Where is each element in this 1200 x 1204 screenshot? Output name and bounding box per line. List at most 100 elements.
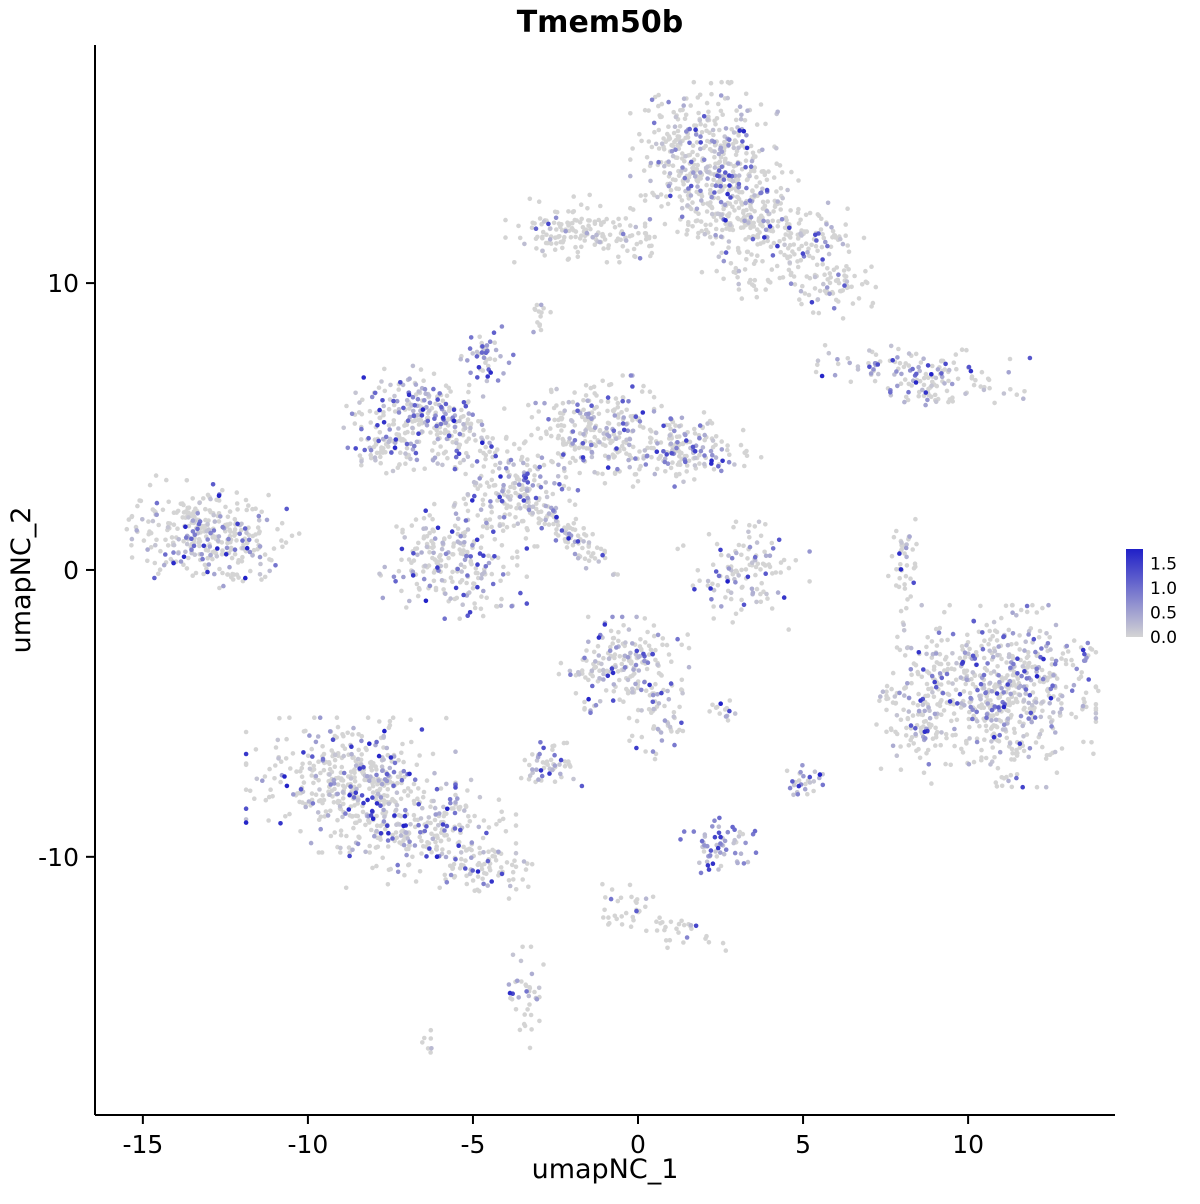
data-point <box>469 463 475 469</box>
data-point <box>659 690 664 696</box>
data-point <box>420 805 425 811</box>
data-point <box>456 839 462 845</box>
data-point <box>693 127 698 132</box>
data-point <box>734 108 739 113</box>
data-point <box>786 627 791 632</box>
data-point <box>597 699 603 704</box>
data-point <box>690 224 695 229</box>
data-point <box>473 566 479 571</box>
data-point <box>730 227 736 233</box>
data-point <box>138 498 144 504</box>
data-point <box>538 484 544 490</box>
data-point <box>677 704 682 710</box>
data-point <box>727 137 732 142</box>
data-point <box>730 824 735 830</box>
data-point <box>513 887 519 892</box>
data-point <box>689 159 694 165</box>
data-point <box>999 775 1004 780</box>
data-point <box>719 447 725 452</box>
data-point <box>208 552 213 558</box>
data-point <box>381 403 387 409</box>
data-point <box>736 185 741 190</box>
data-point <box>708 187 713 193</box>
data-point <box>996 695 1001 701</box>
data-point <box>602 622 608 627</box>
data-point <box>668 193 673 199</box>
data-point <box>399 829 404 834</box>
data-point <box>493 347 499 353</box>
data-point <box>1049 724 1054 729</box>
data-point <box>441 587 446 592</box>
data-point <box>753 850 759 855</box>
data-point <box>502 406 507 411</box>
data-point <box>491 483 497 488</box>
data-point <box>913 731 918 737</box>
data-point <box>665 131 670 137</box>
data-point <box>387 765 393 771</box>
data-point <box>974 718 980 724</box>
data-point <box>974 736 980 741</box>
data-point <box>950 651 955 656</box>
data-point <box>899 371 904 377</box>
data-point <box>220 548 225 553</box>
data-point <box>205 548 211 553</box>
data-point <box>798 769 803 775</box>
data-point <box>674 434 680 440</box>
data-point <box>884 707 889 713</box>
data-point <box>526 884 531 890</box>
data-point <box>723 156 728 162</box>
data-point <box>642 448 648 453</box>
data-point <box>925 363 931 368</box>
data-point <box>698 121 703 127</box>
data-point <box>932 392 938 398</box>
data-point <box>540 235 545 241</box>
data-point <box>326 760 332 765</box>
data-point <box>124 526 130 532</box>
data-point <box>413 517 419 522</box>
data-point <box>762 235 767 240</box>
data-point <box>919 674 925 680</box>
data-point <box>357 766 363 771</box>
data-point <box>739 607 744 612</box>
data-point <box>704 209 710 214</box>
data-point <box>673 423 678 428</box>
data-point <box>477 476 483 481</box>
data-point <box>980 646 986 652</box>
data-point <box>415 593 421 599</box>
data-point <box>493 453 499 459</box>
data-point <box>433 846 439 852</box>
data-point <box>907 534 912 539</box>
data-point <box>1029 719 1034 725</box>
data-point <box>401 838 406 843</box>
data-point <box>774 189 779 194</box>
data-point <box>404 852 409 858</box>
data-point <box>147 482 153 488</box>
data-point <box>662 459 668 465</box>
data-point <box>378 803 383 808</box>
data-point <box>992 755 997 760</box>
data-point <box>780 195 785 201</box>
data-point <box>527 196 533 202</box>
data-point <box>652 234 657 240</box>
data-point <box>589 668 595 673</box>
data-point <box>698 870 704 876</box>
data-point <box>553 518 559 523</box>
data-point <box>435 397 441 402</box>
data-point <box>186 555 191 561</box>
data-point <box>797 297 802 302</box>
data-point <box>682 453 688 459</box>
data-point <box>519 454 525 460</box>
data-point <box>388 382 393 388</box>
data-point <box>489 524 494 530</box>
data-point <box>443 563 449 568</box>
data-point <box>638 239 643 245</box>
data-point <box>771 240 777 246</box>
data-point <box>516 502 521 507</box>
data-point <box>819 216 824 222</box>
data-point <box>863 268 868 274</box>
data-point <box>659 738 665 743</box>
plot-title: Tmem50b <box>517 5 684 40</box>
data-point <box>1007 678 1013 684</box>
data-point <box>452 502 457 508</box>
data-point <box>461 592 466 598</box>
